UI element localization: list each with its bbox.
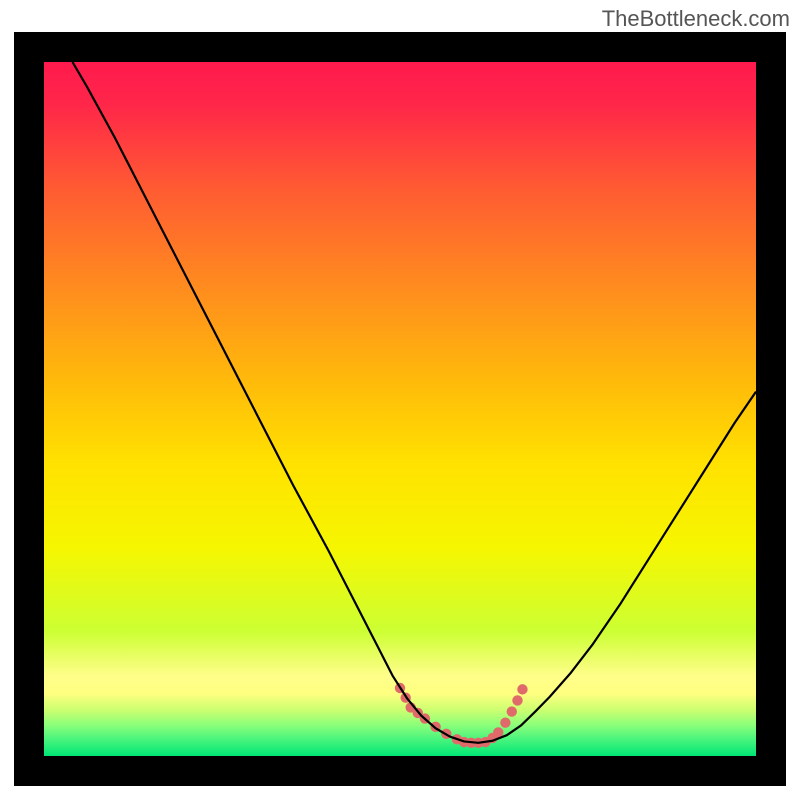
curve-layer xyxy=(44,62,756,756)
watermark-text: TheBottleneck.com xyxy=(602,6,790,32)
plot-area xyxy=(44,62,756,756)
chart-container: TheBottleneck.com xyxy=(0,0,800,800)
bottleneck-curve xyxy=(72,62,756,743)
marker-band xyxy=(395,683,528,748)
